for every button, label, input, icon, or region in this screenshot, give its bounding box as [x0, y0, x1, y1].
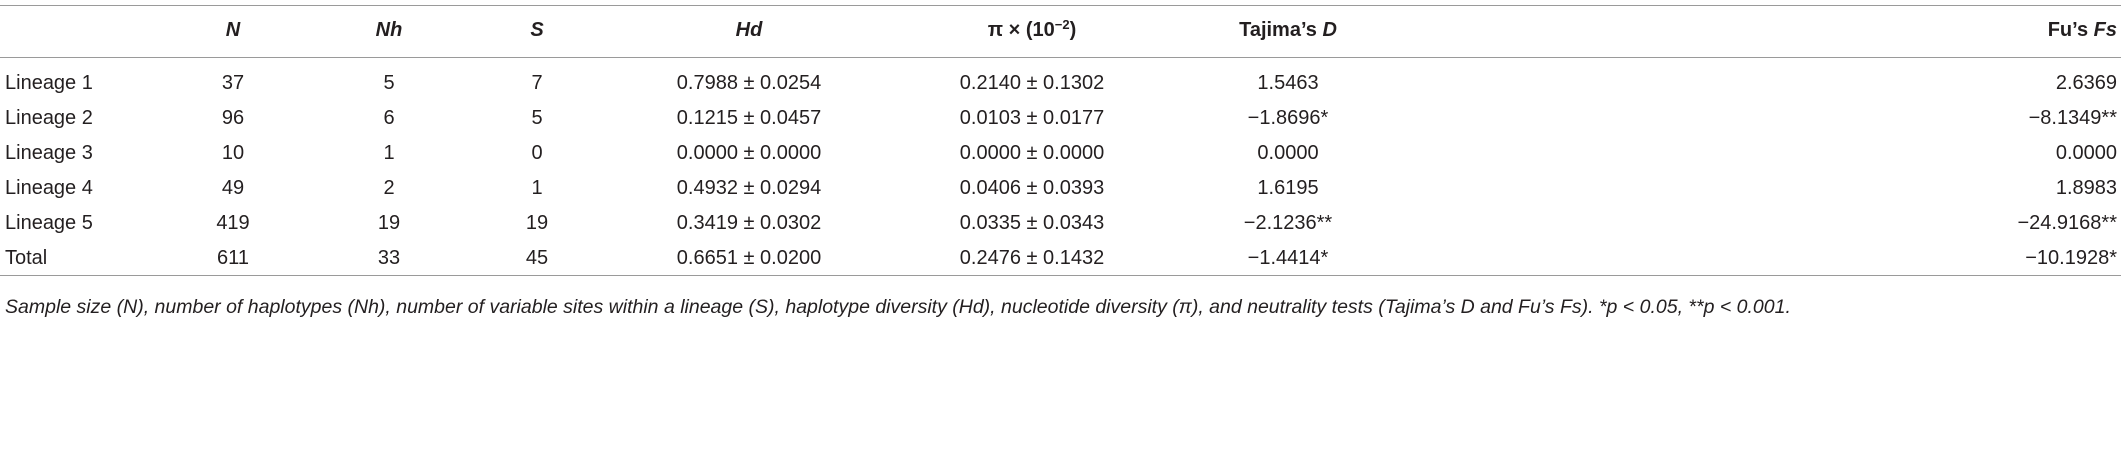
- row-label: Lineage 4: [5, 177, 93, 199]
- column-header: π × (10−2): [988, 18, 1077, 42]
- column-header: N: [226, 18, 240, 42]
- row-label: Lineage 2: [5, 107, 93, 129]
- column-header: S: [530, 18, 543, 42]
- cell-value: 0.0000: [2055, 142, 2117, 164]
- column-header: Nh: [376, 18, 403, 42]
- cell-value: 0.7988 ± 0.0254: [676, 72, 822, 94]
- row-label: Lineage 1: [5, 72, 93, 94]
- row-label: Total: [5, 247, 48, 269]
- cell-value: −1.8696*: [1247, 107, 1329, 129]
- cell-value: 19: [377, 212, 401, 234]
- cell-value: 33: [377, 247, 401, 269]
- header-text: −2: [1054, 17, 1070, 32]
- cell-value: 19: [525, 212, 549, 234]
- header-rule: [0, 57, 2121, 58]
- cell-value: 1: [531, 177, 543, 199]
- column-header: Fu’s Fs: [2048, 18, 2117, 42]
- cell-value: 0.0000 ± 0.0000: [676, 142, 822, 164]
- cell-value: 0: [531, 142, 543, 164]
- footnote: Sample size (N), number of haplotypes (N…: [5, 296, 1791, 318]
- cell-value: −2.1236**: [1243, 212, 1333, 234]
- column-header: Hd: [736, 18, 763, 42]
- cell-value: 10: [221, 142, 245, 164]
- header-text: Fu’s: [2047, 19, 2094, 41]
- cell-value: 45: [525, 247, 549, 269]
- cell-value: 0.1215 ± 0.0457: [676, 107, 822, 129]
- cell-value: 5: [531, 107, 543, 129]
- header-text: ): [1069, 19, 1077, 41]
- cell-value: 49: [221, 177, 245, 199]
- cell-value: 1: [383, 142, 395, 164]
- cell-value: 96: [221, 107, 245, 129]
- row-label: Lineage 5: [5, 212, 93, 234]
- cell-value: 0.0000 ± 0.0000: [959, 142, 1105, 164]
- cell-value: −8.1349**: [2028, 107, 2117, 129]
- column-header: Tajima’s D: [1239, 18, 1337, 42]
- cell-value: 2.6369: [2055, 72, 2117, 94]
- header-text: Hd: [735, 19, 763, 41]
- top-rule: [0, 5, 2121, 6]
- cell-value: 0.4932 ± 0.0294: [676, 177, 822, 199]
- cell-value: 1.8983: [2055, 177, 2117, 199]
- header-text: S: [530, 19, 544, 41]
- cell-value: 7: [531, 72, 543, 94]
- cell-value: 0.2140 ± 0.1302: [959, 72, 1105, 94]
- cell-value: 2: [383, 177, 395, 199]
- cell-value: 0.0103 ± 0.0177: [959, 107, 1105, 129]
- header-text: Fs: [2093, 19, 2117, 41]
- row-label: Lineage 3: [5, 142, 93, 164]
- cell-value: 0.0406 ± 0.0393: [959, 177, 1105, 199]
- cell-value: 0.0335 ± 0.0343: [959, 212, 1105, 234]
- cell-value: −24.9168**: [2017, 212, 2117, 234]
- cell-value: 0.3419 ± 0.0302: [676, 212, 822, 234]
- header-text: π × (10: [987, 19, 1055, 41]
- cell-value: 1.5463: [1257, 72, 1319, 94]
- header-text: N: [225, 19, 241, 41]
- cell-value: 1.6195: [1257, 177, 1319, 199]
- header-text: Tajima’s: [1239, 19, 1323, 41]
- cell-value: 0.0000: [1257, 142, 1319, 164]
- bottom-rule: [0, 275, 2121, 276]
- cell-value: 611: [217, 247, 249, 269]
- cell-value: −10.1928*: [2025, 247, 2117, 269]
- header-text: D: [1322, 19, 1337, 41]
- cell-value: 5: [383, 72, 395, 94]
- cell-value: 37: [221, 72, 245, 94]
- header-text: Nh: [375, 19, 403, 41]
- cell-value: 0.6651 ± 0.0200: [676, 247, 822, 269]
- cell-value: −1.4414*: [1247, 247, 1329, 269]
- cell-value: 419: [216, 212, 250, 234]
- cell-value: 6: [383, 107, 395, 129]
- cell-value: 0.2476 ± 0.1432: [959, 247, 1105, 269]
